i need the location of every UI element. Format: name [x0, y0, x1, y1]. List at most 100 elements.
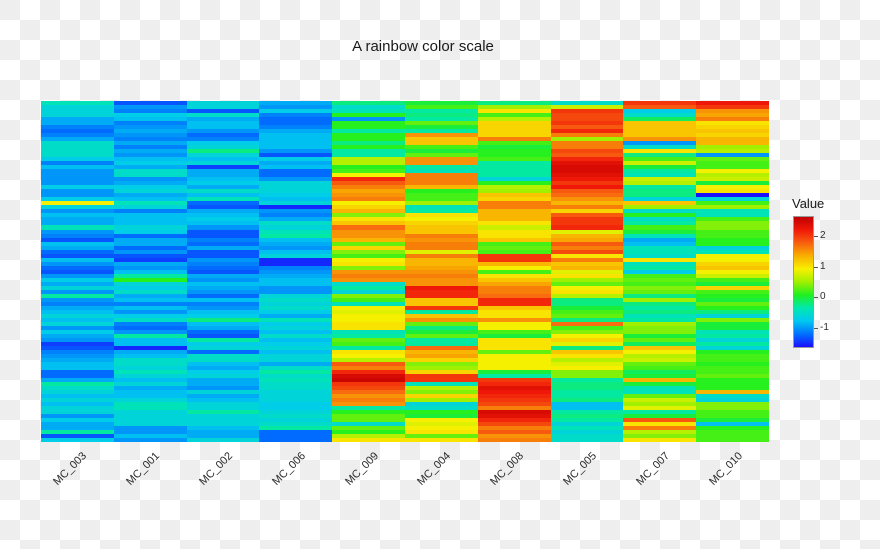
heatmap-cell: [623, 293, 697, 298]
heatmap-cell: [550, 414, 624, 419]
heatmap-cell: [41, 185, 114, 190]
heatmap-cell: [477, 349, 551, 354]
heatmap-cell: [41, 273, 114, 278]
heatmap-cell: [41, 261, 114, 266]
heatmap-cell: [477, 305, 551, 310]
heatmap-cell: [696, 426, 769, 431]
heatmap-cell: [186, 434, 260, 439]
heatmap-cell: [41, 109, 114, 114]
heatmap-cell: [696, 153, 769, 158]
heatmap-cell: [550, 181, 624, 186]
heatmap-cell: [550, 345, 624, 350]
heatmap-cell: [332, 341, 405, 346]
heatmap-cell: [696, 229, 769, 234]
heatmap-cell: [259, 117, 333, 122]
heatmap-cell: [477, 121, 551, 126]
heatmap-cell: [259, 189, 333, 194]
heatmap-cell: [332, 117, 405, 122]
heatmap-cell: [477, 418, 551, 423]
heatmap-cell: [259, 225, 333, 230]
heatmap-cell: [186, 353, 260, 358]
heatmap-cell: [41, 281, 114, 286]
heatmap-cell: [477, 434, 551, 439]
heatmap-cell: [186, 105, 260, 110]
heatmap-cell: [477, 161, 551, 166]
heatmap-cell: [550, 101, 624, 106]
heatmap-cell: [696, 193, 769, 198]
heatmap-cell: [404, 345, 478, 350]
heatmap-cell: [113, 358, 187, 363]
heatmap-cell: [477, 301, 551, 306]
heatmap-cell: [186, 245, 260, 250]
heatmap-cell: [404, 285, 478, 290]
heatmap-cell: [477, 157, 551, 162]
heatmap-cell: [113, 349, 187, 354]
heatmap-cell: [550, 241, 624, 246]
heatmap-cell: [113, 125, 187, 130]
heatmap-cell: [41, 285, 114, 290]
heatmap-cell: [477, 145, 551, 150]
heatmap-cell: [477, 333, 551, 338]
heatmap-cell: [550, 169, 624, 174]
heatmap-cell: [550, 249, 624, 254]
heatmap-cell: [186, 197, 260, 202]
heatmap-cell: [186, 101, 260, 106]
heatmap-cell: [41, 293, 114, 298]
heatmap-cell: [477, 253, 551, 258]
heatmap-cell: [550, 309, 624, 314]
heatmap-cell: [113, 209, 187, 214]
heatmap-cell: [623, 390, 697, 395]
heatmap-cell: [332, 317, 405, 322]
heatmap-cell: [332, 386, 405, 391]
heatmap-cell: [404, 281, 478, 286]
heatmap-cell: [113, 370, 187, 375]
heatmap-cell: [332, 157, 405, 162]
legend-tick-label: 1: [820, 260, 826, 272]
heatmap-cell: [332, 221, 405, 226]
heatmap-cell: [332, 265, 405, 270]
heatmap-cell: [404, 225, 478, 230]
heatmap-cell: [41, 374, 114, 379]
heatmap-cell: [550, 209, 624, 214]
heatmap-cell: [550, 297, 624, 302]
heatmap-cell: [623, 253, 697, 258]
heatmap-column-MC_006: [259, 101, 333, 443]
heatmap-cell: [332, 129, 405, 134]
heatmap-cell: [550, 337, 624, 342]
x-tick-label: MC_010: [706, 450, 745, 488]
heatmap-cell: [550, 189, 624, 194]
heatmap-cell: [477, 181, 551, 186]
heatmap-cell: [332, 269, 405, 274]
heatmap-cell: [332, 394, 405, 399]
heatmap-cell: [404, 229, 478, 234]
heatmap-cell: [623, 277, 697, 282]
heatmap-cell: [477, 217, 551, 222]
heatmap-cell: [259, 149, 333, 154]
heatmap-cell: [259, 221, 333, 226]
heatmap-cell: [332, 422, 405, 427]
heatmap-cell: [696, 281, 769, 286]
heatmap-cell: [477, 209, 551, 214]
legend-tick-mark: [814, 266, 818, 268]
heatmap-cell: [404, 297, 478, 302]
heatmap-cell: [113, 141, 187, 146]
heatmap-cell: [404, 366, 478, 371]
x-tick-label: MC_001: [124, 450, 163, 488]
heatmap-cell: [186, 145, 260, 150]
heatmap-cell: [332, 121, 405, 126]
heatmap-cell: [696, 269, 769, 274]
heatmap-cell: [477, 229, 551, 234]
heatmap-cell: [259, 333, 333, 338]
heatmap-cell: [113, 297, 187, 302]
heatmap-cell: [113, 197, 187, 202]
heatmap-cell: [259, 169, 333, 174]
heatmap-cell: [113, 325, 187, 330]
heatmap-cell: [550, 261, 624, 266]
heatmap-cell: [477, 109, 551, 114]
heatmap-cell: [186, 398, 260, 403]
heatmap-cell: [550, 305, 624, 310]
heatmap-cell: [404, 101, 478, 106]
heatmap-cell: [332, 241, 405, 246]
heatmap-cell: [696, 221, 769, 226]
heatmap-cell: [623, 257, 697, 262]
